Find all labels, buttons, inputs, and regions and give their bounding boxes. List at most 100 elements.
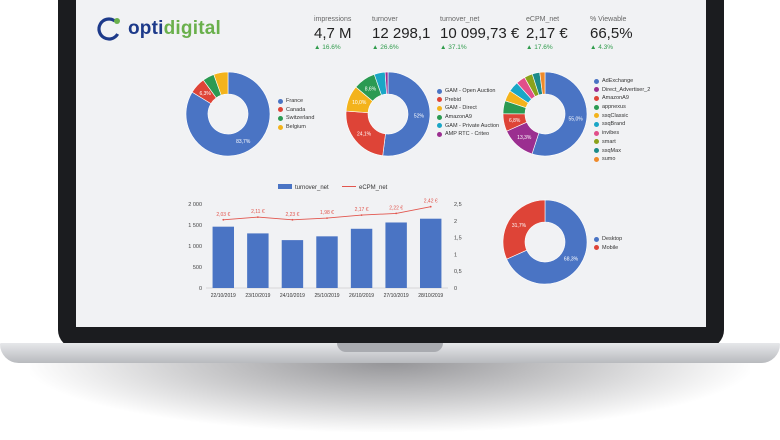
kpi-delta: ▲ 17.6% [526, 44, 553, 51]
kpi-ecpm-net: eCPM_net 2,17 € ▲ 17.6% [526, 16, 568, 51]
legend-item-france[interactable]: France [278, 98, 314, 105]
turnover-ecpm-combo-chart[interactable]: turnover_net eCPM_net 2 000 1 500 1 000 500 0 2… [170, 180, 480, 302]
advertiser-legend: AdExchange Direct_Advertiser_2 AmazonA9 app… [594, 78, 650, 165]
slice-amp-rtc-criteo[interactable] [384, 71, 389, 95]
slice-france[interactable] [185, 71, 271, 157]
legend-label: invibes [602, 130, 620, 137]
laptop-base-notch [337, 343, 443, 352]
legend-item-gam-private-auction[interactable]: GAM - Private Auction [437, 123, 499, 130]
legend-item-smart[interactable]: smart [594, 139, 650, 146]
legend-swatch [278, 124, 283, 130]
combo-legend: turnover_net eCPM_net [278, 184, 388, 191]
legend-item-ssqmax[interactable]: ssqMax [594, 148, 650, 155]
bar-27-10-2019[interactable] [385, 222, 407, 288]
legend-label: Prebid [445, 96, 461, 103]
legend-label: Belgium [286, 124, 306, 131]
slice-label: 68,3% [564, 257, 579, 263]
legend-item-prebid[interactable]: Prebid [437, 97, 499, 104]
legend-swatch [437, 88, 442, 94]
bar-25-10-2019[interactable] [316, 236, 338, 288]
brand-logo[interactable]: optidigital [96, 12, 221, 46]
legend-label: AMP RTC - Criteo [445, 131, 490, 138]
slice-mobile[interactable] [502, 199, 546, 260]
bar-28-10-2019[interactable] [419, 218, 442, 288]
y-right-tick: 0 [454, 286, 457, 292]
legend-item-desktop[interactable]: Desktop [594, 236, 622, 243]
legend-item-amazona9[interactable]: AmazonA9 [437, 114, 499, 121]
legend-swatch [594, 139, 599, 145]
bar-22-10-2019[interactable] [212, 226, 235, 288]
slice-label: 52% [414, 114, 425, 120]
legend-item-switzerland[interactable]: Switzerland [278, 115, 314, 122]
legend-label: Mobile [602, 244, 619, 251]
ecpm-data-label: 2,42 € [424, 199, 438, 205]
slice-adexchange[interactable] [531, 71, 588, 157]
advertiser-donut-chart[interactable]: 55,0% 13,3% 6,8% [499, 68, 591, 160]
legend-item-adexchange[interactable]: AdExchange [594, 78, 650, 85]
legend-item-sumo[interactable]: sumo [594, 156, 650, 163]
kpi-label: turnover_net [440, 16, 480, 23]
ecpm-point [429, 205, 432, 208]
legend-item-mobile[interactable]: Mobile [594, 245, 622, 252]
slice-gam-open-auction[interactable] [382, 71, 431, 157]
kpi-value: 2,17 € [526, 25, 568, 42]
slice-label: 55,0% [569, 117, 584, 123]
bar-23-10-2019[interactable] [247, 233, 269, 288]
legend-label: GAM - Private Auction [445, 122, 500, 129]
device-donut-chart[interactable]: 68,3% 31,7% [499, 196, 591, 288]
legend-item-gam-direct[interactable]: GAM - Direct [437, 105, 499, 112]
slice-desktop[interactable] [506, 199, 588, 285]
legend-item-canada[interactable]: Canada [278, 107, 314, 114]
legend-item-amp-rtc-criteo[interactable]: AMP RTC - Criteo [437, 131, 499, 138]
legend-item-gam-open-auction[interactable]: GAM - Open Auction [437, 88, 499, 95]
legend-label: France [286, 98, 304, 104]
legend-item-ssqbrand[interactable]: ssqBrand [594, 121, 650, 128]
legend-swatch [594, 121, 599, 127]
y-right-tick: 2,5 [454, 202, 462, 208]
x-tick: 26/10/2019 [349, 293, 374, 299]
legend-swatch [278, 107, 283, 113]
legend-label: eCPM_net [359, 185, 388, 191]
kpi-label: % Viewable [590, 16, 627, 23]
legend-item-direct-advertiser-2[interactable]: Direct_Advertiser_2 [594, 87, 650, 94]
source-donut-chart[interactable]: 52% 24,1% 10,0% 8,6% [342, 68, 434, 160]
legend-label: turnover_net [295, 185, 329, 191]
ecpm-data-label: 2,22 € [389, 205, 403, 211]
slice-sumo[interactable] [539, 71, 546, 95]
kpi-delta: ▲ 4.3% [590, 44, 614, 51]
legend-item-appnexus[interactable]: appnexus [594, 104, 650, 111]
legend-item-amazona9[interactable]: AmazonA9 [594, 95, 650, 102]
ecpm-point [326, 217, 328, 220]
kpi-label: turnover [372, 16, 398, 23]
laptop-shadow [30, 362, 750, 432]
laptop-base [0, 343, 780, 363]
kpi-turnover: turnover 12 298,1 ▲ 26.6% [372, 16, 430, 51]
legend-swatch-bar [278, 184, 292, 189]
legend-item-invibes[interactable]: invibes [594, 130, 650, 137]
slice-belgium[interactable] [213, 71, 229, 96]
bar-26-10-2019[interactable] [350, 228, 373, 288]
legend-swatch [594, 113, 599, 119]
slice-label: 6,3% [199, 91, 211, 97]
legend-label: ssqClassic [602, 112, 629, 119]
kpi-viewable: % Viewable 66,5% ▲ 4.3% [590, 16, 633, 51]
legend-label: Canada [286, 106, 306, 113]
country-legend: France Canada Switzerland Belgium [278, 98, 314, 133]
country-donut-chart[interactable]: 83,7% 6,3% [182, 68, 274, 160]
kpi-value: 66,5% [590, 25, 633, 42]
legend-item-ssqclassic[interactable]: ssqClassic [594, 113, 650, 120]
y-right-tick: 2 [454, 219, 457, 225]
legend-item-belgium[interactable]: Belgium [278, 124, 314, 131]
bar-24-10-2019[interactable] [281, 240, 304, 288]
legend-swatch [437, 131, 442, 137]
logo-mark-icon [97, 17, 121, 41]
slice-label: 8,6% [365, 86, 377, 92]
legend-swatch [437, 123, 442, 129]
brand-name-part2: digital [163, 18, 221, 39]
legend-label: Desktop [602, 236, 623, 242]
y-left-tick: 2 000 [188, 202, 202, 208]
legend-swatch [278, 98, 283, 104]
y-left-tick: 500 [193, 265, 202, 271]
source-legend: GAM - Open Auction Prebid GAM - Direct Amaz… [437, 88, 499, 140]
slice-label: 24,1% [357, 131, 372, 137]
